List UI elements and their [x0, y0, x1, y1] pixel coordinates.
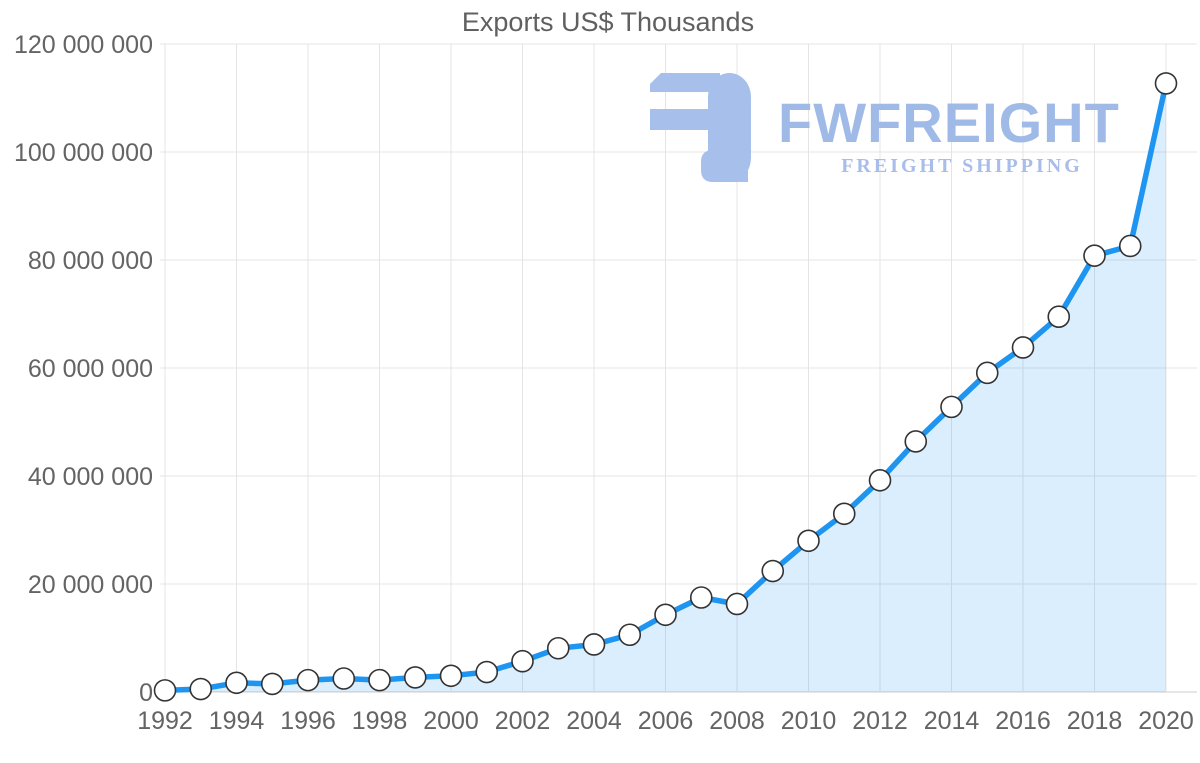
data-point-marker[interactable]	[940, 395, 963, 419]
data-point-marker[interactable]	[511, 649, 534, 673]
data-point-marker[interactable]	[225, 671, 248, 695]
data-point-marker[interactable]	[689, 586, 713, 609]
data-point-marker[interactable]	[189, 677, 213, 701]
x-axis-tick-label: 2008	[709, 707, 765, 735]
x-axis-tick-label: 2006	[638, 707, 694, 735]
data-point-marker[interactable]	[618, 623, 642, 647]
data-point-marker[interactable]	[582, 633, 606, 656]
data-point-marker[interactable]	[975, 361, 999, 385]
data-point-marker[interactable]	[475, 660, 499, 684]
data-point-marker[interactable]	[1047, 305, 1071, 329]
data-point-marker[interactable]	[332, 667, 356, 690]
x-axis-tick-label: 2018	[1067, 707, 1123, 735]
x-axis-tick-label: 2010	[781, 707, 837, 735]
x-axis-tick-label: 1992	[137, 707, 193, 735]
x-axis-tick-label: 2012	[852, 707, 908, 735]
data-point-marker[interactable]	[368, 668, 391, 692]
y-axis-tick-label: 100 000 000	[14, 139, 153, 167]
data-point-marker[interactable]	[1118, 234, 1142, 258]
y-axis-tick-label: 120 000 000	[14, 31, 153, 59]
x-axis-tick-label: 2004	[566, 707, 622, 735]
y-axis-tick-label: 40 000 000	[28, 463, 153, 491]
data-point-marker[interactable]	[1083, 244, 1106, 267]
x-axis-tick-label: 1994	[209, 707, 265, 735]
x-axis-tick-label: 2016	[995, 707, 1051, 735]
x-axis-tick-label: 2020	[1138, 707, 1194, 735]
data-point-marker[interactable]	[153, 679, 177, 702]
data-point-marker[interactable]	[832, 502, 856, 526]
data-point-marker[interactable]	[403, 666, 427, 689]
data-point-marker[interactable]	[868, 469, 892, 492]
x-axis-tick-label: 2002	[495, 707, 551, 735]
data-point-marker[interactable]	[904, 430, 928, 453]
y-axis-tick-label: 80 000 000	[28, 247, 153, 275]
series-area-fill	[165, 83, 1166, 692]
y-axis-tick-label: 60 000 000	[28, 355, 153, 383]
y-axis-tick-label: 20 000 000	[28, 571, 153, 599]
x-axis-tick-label: 2014	[924, 707, 980, 735]
data-point-marker[interactable]	[296, 668, 320, 692]
data-point-marker[interactable]	[1011, 336, 1035, 359]
data-point-marker[interactable]	[546, 636, 570, 660]
data-point-marker[interactable]	[260, 672, 284, 696]
data-point-marker[interactable]	[725, 592, 749, 616]
chart-title: Exports US$ Thousands	[461, 7, 755, 37]
x-axis-tick-label: 2000	[423, 707, 479, 735]
y-axis-tick-label: 0	[139, 679, 153, 707]
x-axis-tick-label: 1996	[280, 707, 336, 735]
x-axis-tick-label: 1998	[352, 707, 408, 735]
data-point-marker[interactable]	[761, 559, 785, 583]
data-point-marker[interactable]	[797, 529, 820, 553]
data-point-marker[interactable]	[1154, 72, 1178, 95]
data-point-marker[interactable]	[654, 603, 677, 627]
data-point-marker[interactable]	[439, 664, 463, 688]
